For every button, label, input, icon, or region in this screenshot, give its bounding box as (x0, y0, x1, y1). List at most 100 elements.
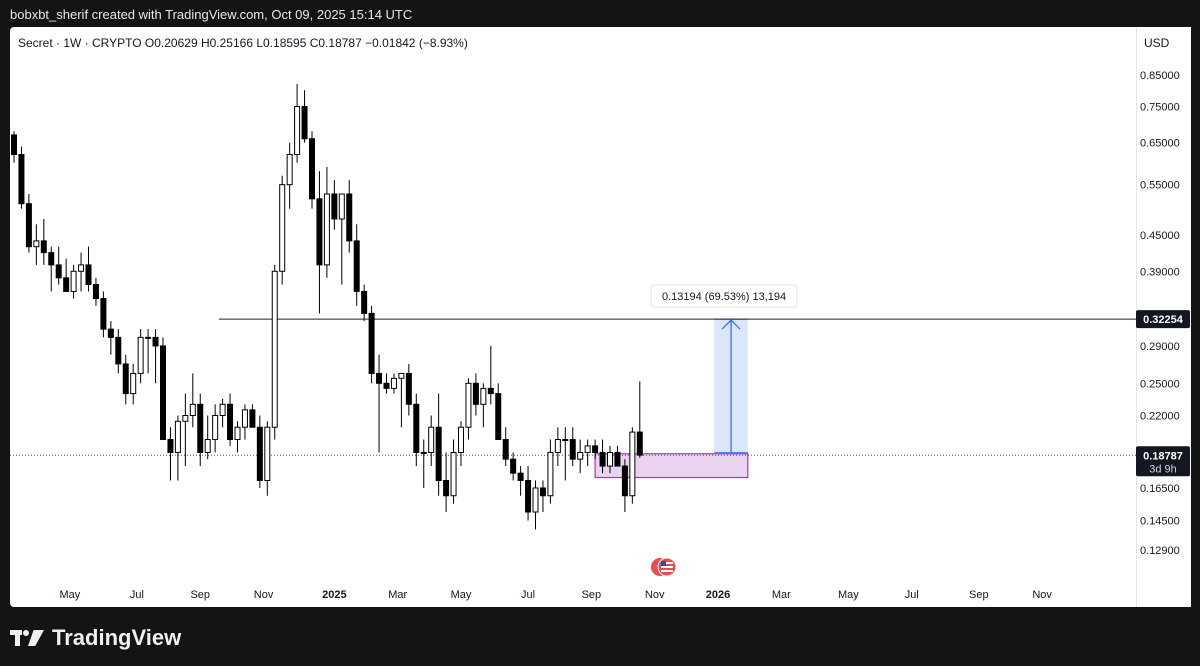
bearish-candle-body (368, 312, 375, 374)
bearish-candle-body (11, 134, 17, 155)
candle (599, 439, 606, 474)
bearish-candle-body (525, 479, 532, 513)
chart-credit-bar: bobxbt_sherif created with TradingView.c… (0, 0, 1200, 30)
candle (137, 329, 144, 384)
candle (145, 329, 152, 374)
candle (11, 131, 17, 163)
candle (18, 146, 25, 209)
tradingview-logo[interactable]: TradingView (10, 620, 181, 656)
candle (584, 439, 591, 467)
y-tick-label: 0.22000 (1140, 411, 1180, 423)
candle (48, 246, 55, 292)
candle (204, 415, 211, 460)
x-tick-label: 2025 (322, 589, 346, 601)
bearish-candle-body (197, 403, 204, 453)
bullish-candle-body (219, 403, 226, 417)
bullish-candle-body (70, 270, 77, 292)
x-tick-label: Sep (582, 589, 602, 601)
bullish-candle-body (577, 451, 584, 460)
candle (78, 252, 85, 292)
bullish-candle-body (241, 409, 248, 428)
candle (331, 180, 338, 230)
candle (167, 427, 174, 481)
candle (33, 224, 40, 265)
candle (562, 427, 569, 481)
candle (212, 404, 219, 453)
candle (182, 393, 189, 467)
bearish-candle-body (376, 372, 383, 384)
candle (413, 393, 420, 467)
x-tick-label: Jul (130, 589, 144, 601)
bullish-candle-body (204, 439, 211, 453)
bearish-candle-body (18, 153, 25, 205)
candle (577, 439, 584, 474)
last-price-tag (1136, 446, 1190, 477)
candle (316, 171, 323, 314)
currency-label[interactable]: USD (1144, 36, 1170, 50)
bearish-candle-body (435, 426, 442, 481)
candle (152, 329, 159, 384)
candle (130, 363, 137, 405)
candle (405, 363, 412, 416)
candle (607, 445, 613, 474)
x-tick-label: Mar (772, 589, 791, 601)
bearish-candle-body (249, 409, 256, 428)
y-tick-label: 0.39000 (1140, 266, 1180, 278)
candle (174, 415, 181, 481)
candle (234, 421, 241, 453)
candle (398, 372, 405, 428)
y-tick-label: 0.85000 (1140, 70, 1180, 82)
bearish-candle-body (346, 193, 353, 242)
bullish-candle-body (174, 420, 181, 453)
bearish-candle-body (167, 439, 174, 453)
candle (323, 166, 330, 278)
bullish-candle-body (532, 487, 539, 513)
bearish-candle-body (48, 252, 55, 266)
candle (122, 354, 129, 405)
x-tick-label: Jul (521, 589, 535, 601)
bullish-candle-body (286, 153, 293, 186)
bullish-candle-body (271, 270, 278, 428)
y-tick-label: 0.55000 (1140, 180, 1180, 192)
candle (353, 224, 360, 306)
bearish-candle-body (353, 240, 360, 292)
bullish-candle-body (323, 193, 330, 266)
bullish-candle-body (137, 336, 144, 374)
candle (227, 393, 234, 446)
candle (636, 381, 643, 458)
bearish-candle-body (100, 298, 107, 330)
tradingview-logo-icon (10, 626, 46, 650)
bearish-candle-body (92, 284, 99, 300)
x-tick-label: May (838, 589, 859, 601)
bearish-candle-body (256, 426, 263, 481)
bearish-candle-body (539, 487, 546, 497)
x-tick-label: Sep (969, 589, 989, 601)
candle (85, 246, 92, 292)
bullish-candle-body (145, 336, 152, 339)
bearish-candle-body (502, 439, 509, 460)
candle (480, 383, 487, 428)
bearish-candle-body (301, 106, 308, 140)
y-tick-label: 0.75000 (1140, 102, 1180, 114)
bearish-candle-body (107, 328, 114, 338)
candle (301, 90, 308, 143)
candle (115, 329, 122, 374)
y-tick-label: 0.25000 (1140, 378, 1180, 390)
y-tick-label: 0.65000 (1140, 138, 1180, 150)
candle (450, 439, 457, 504)
bearish-candle-body (510, 458, 517, 474)
level-price-tag-label: 0.32254 (1143, 314, 1184, 326)
candle (376, 354, 383, 453)
bearish-candle-body (472, 382, 479, 405)
candle (569, 427, 576, 467)
candle (107, 321, 114, 355)
bearish-candle-body (495, 393, 502, 441)
candle (338, 193, 345, 285)
chart-panel[interactable] (10, 27, 1136, 607)
candle (92, 277, 99, 306)
candle (472, 373, 479, 416)
y-tick-label: 0.12900 (1140, 545, 1180, 557)
x-tick-label: May (59, 589, 80, 601)
economic-events-flag-icon[interactable] (651, 557, 677, 577)
